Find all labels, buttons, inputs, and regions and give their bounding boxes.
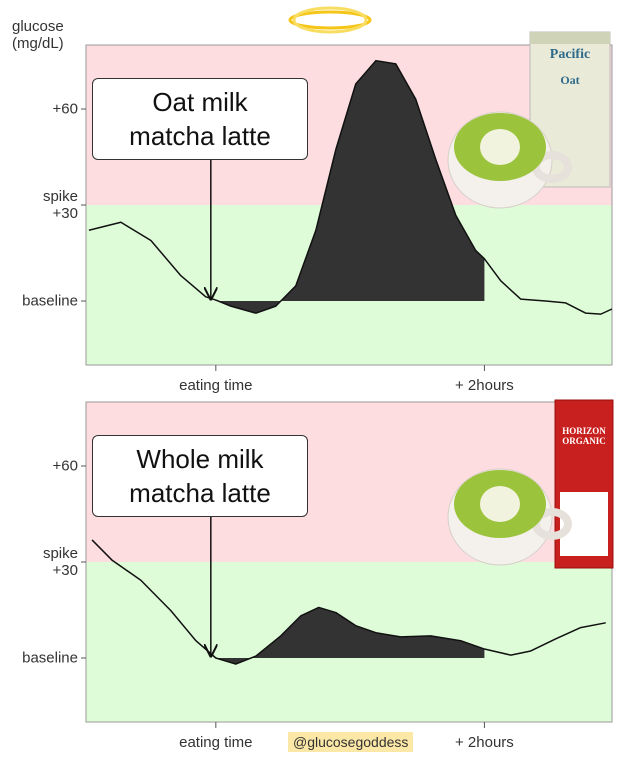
area-fill bbox=[215, 60, 485, 314]
y-tick-label: baseline bbox=[22, 292, 78, 310]
glucose-line bbox=[91, 539, 606, 665]
latte-art bbox=[480, 129, 520, 165]
x-tick-label: + 2hours bbox=[455, 377, 514, 394]
product-label: Oat bbox=[560, 73, 579, 87]
y-tick-label: +60 bbox=[52, 100, 78, 118]
x-tick-label: eating time bbox=[179, 734, 253, 751]
x-tick-label: eating time bbox=[179, 377, 253, 394]
halo bbox=[288, 6, 372, 34]
product-label: Pacific bbox=[550, 47, 590, 62]
product-label: HORIZON bbox=[562, 426, 606, 436]
product-image: Pacific Oat bbox=[447, 31, 611, 209]
y-axis-title: glucose (mg/dL) bbox=[12, 18, 64, 52]
annotation-box: Whole milk matcha latte bbox=[92, 435, 308, 517]
x-tick-label: + 2hours bbox=[455, 734, 514, 751]
area-fill bbox=[215, 607, 485, 665]
product-label: ORGANIC bbox=[562, 436, 606, 446]
y-tick-label: spike +30 bbox=[42, 545, 78, 579]
y-tick-label: +60 bbox=[52, 457, 78, 475]
y-tick-label: baseline bbox=[22, 649, 78, 667]
oat-carton-top bbox=[530, 32, 610, 44]
latte-art bbox=[480, 486, 520, 522]
annotation-box: Oat milk matcha latte bbox=[92, 78, 308, 160]
credit-tag: @glucosegoddess bbox=[288, 732, 414, 752]
y-tick-label: spike +30 bbox=[42, 188, 78, 222]
